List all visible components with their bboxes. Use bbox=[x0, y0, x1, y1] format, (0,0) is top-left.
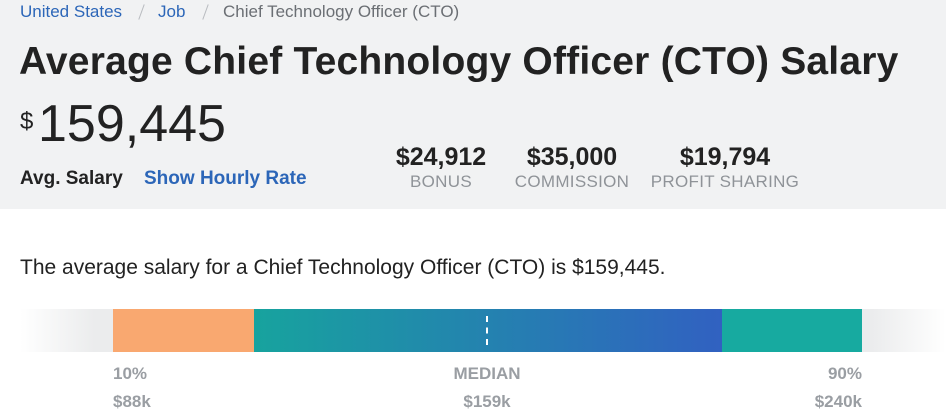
extra-label: COMMISSION bbox=[514, 172, 630, 191]
median-marker bbox=[486, 316, 488, 345]
percentile-value: $240k bbox=[814, 392, 862, 411]
extra-value: $19,794 bbox=[679, 143, 771, 171]
breadcrumb-current: Chief Technology Officer (CTO) bbox=[223, 2, 460, 21]
extra-value: $35,000 bbox=[526, 143, 618, 171]
breadcrumb-link[interactable]: United States bbox=[20, 2, 123, 21]
range-mid-segment bbox=[254, 309, 722, 352]
hourly-rate-link[interactable]: Show Hourly Rate bbox=[144, 168, 307, 189]
percentile-label: 10% bbox=[113, 364, 148, 383]
percentile-value: $88k bbox=[113, 392, 151, 411]
extra-label: BONUS bbox=[410, 172, 472, 191]
range-high-segment bbox=[722, 309, 862, 352]
salary-label: Avg. Salary bbox=[20, 168, 123, 189]
extra-value: $24,912 bbox=[395, 143, 487, 171]
percentile-value: $159k bbox=[463, 392, 511, 411]
breadcrumb-link[interactable]: Job bbox=[158, 2, 186, 21]
range-low-segment bbox=[113, 309, 254, 352]
percentile-label: 90% bbox=[827, 364, 862, 383]
page-title: Average Chief Technology Officer (CTO) S… bbox=[19, 40, 899, 83]
percentile-label: MEDIAN bbox=[453, 364, 521, 383]
hero-panel bbox=[0, 0, 946, 209]
currency-symbol: $ bbox=[20, 108, 34, 135]
salary-amount: 159,445 bbox=[38, 95, 226, 153]
extra-label: PROFIT SHARING bbox=[650, 172, 800, 191]
summary-text: The average salary for a Chief Technolog… bbox=[20, 256, 666, 279]
